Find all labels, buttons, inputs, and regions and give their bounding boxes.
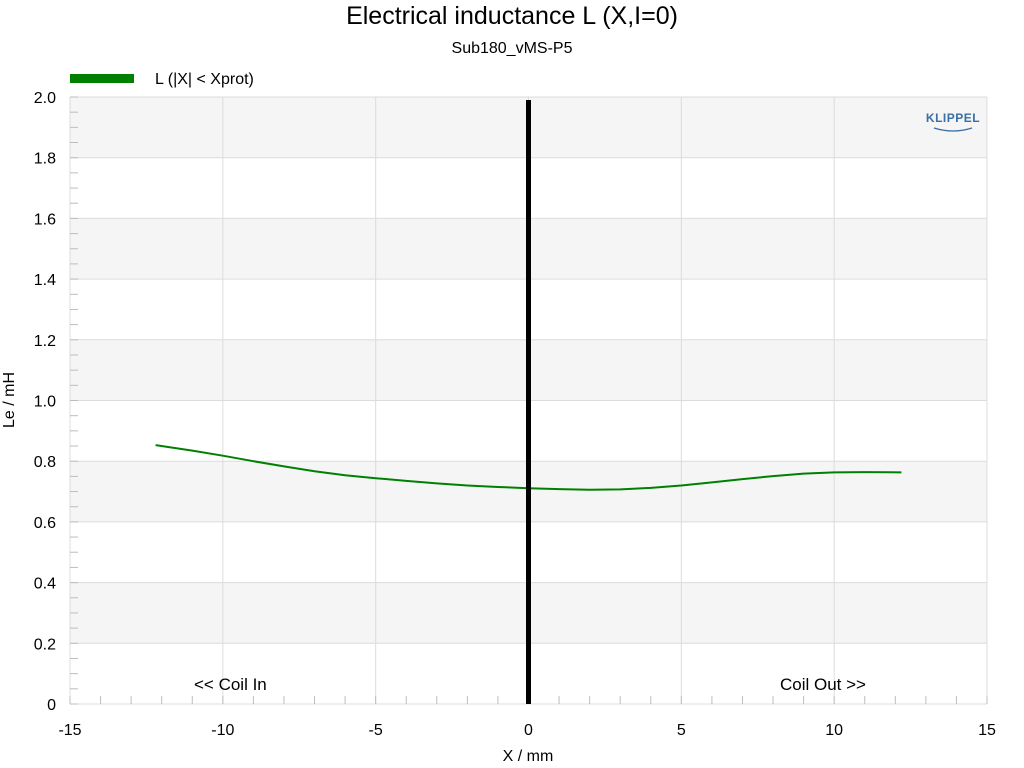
x-tick-label: 5 bbox=[677, 722, 686, 739]
legend-label: L (|X| < Xprot) bbox=[155, 71, 254, 88]
y-tick-label: 1.6 bbox=[34, 211, 56, 228]
y-tick-label: 1.2 bbox=[34, 333, 56, 350]
x-tick-label: 10 bbox=[825, 722, 843, 739]
chart-title: Electrical inductance L (X,I=0) bbox=[346, 2, 678, 30]
coil-out-annotation: Coil Out >> bbox=[780, 675, 866, 694]
x-axis-title: X / mm bbox=[503, 748, 554, 765]
y-tick-label: 1.8 bbox=[34, 151, 56, 168]
y-tick-label: 1.0 bbox=[34, 394, 56, 411]
y-tick-label: 1.4 bbox=[34, 272, 56, 289]
y-tick-label: 0.6 bbox=[34, 515, 56, 532]
x-tick-labels: -15 -10 -5 0 5 10 15 bbox=[58, 722, 996, 739]
x-tick-label: 0 bbox=[524, 722, 533, 739]
x-tick-label: -10 bbox=[211, 722, 234, 739]
logo-swoosh-icon bbox=[933, 127, 973, 132]
y-tick-label: 2.0 bbox=[34, 90, 56, 107]
y-tick-label: 0 bbox=[47, 697, 56, 714]
y-tick-label: 0.4 bbox=[34, 576, 56, 593]
legend-swatch bbox=[70, 74, 134, 83]
coil-in-annotation: << Coil In bbox=[194, 675, 267, 694]
x-tick-label: -15 bbox=[58, 722, 81, 739]
minor-ticks bbox=[69, 96, 988, 705]
y-tick-labels: 0 0.2 0.4 0.6 0.8 1.0 1.2 1.4 1.6 1.8 2.0 bbox=[34, 90, 56, 714]
y-axis-title: Le / mH bbox=[1, 372, 18, 428]
x-tick-label: 15 bbox=[978, 722, 996, 739]
chart-subtitle: Sub180_vMS-P5 bbox=[451, 40, 573, 57]
x-tick-label: -5 bbox=[369, 722, 383, 739]
y-tick-label: 0.2 bbox=[34, 636, 56, 653]
y-tick-label: 0.8 bbox=[34, 454, 56, 471]
klippel-logo: KLIPPEL bbox=[926, 111, 980, 125]
